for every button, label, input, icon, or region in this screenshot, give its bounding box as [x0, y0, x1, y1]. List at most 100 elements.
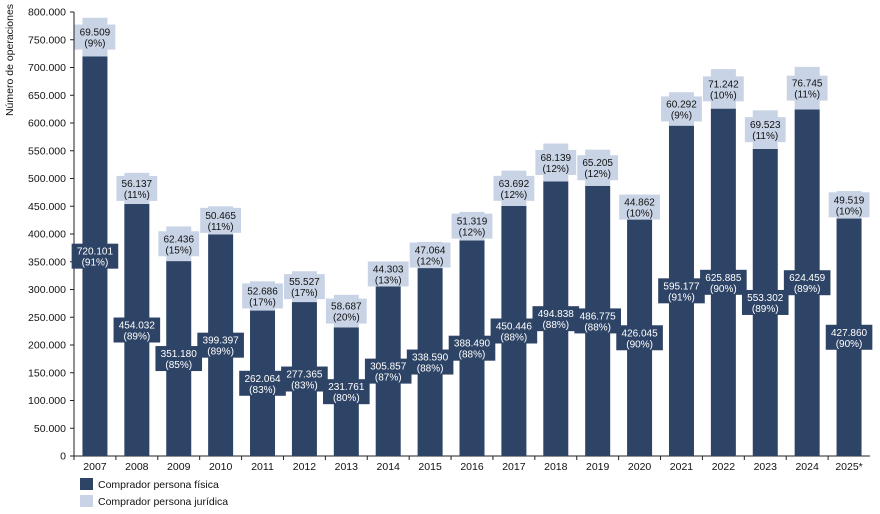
- data-label-fisica-pct: (89%): [123, 332, 150, 343]
- data-label-juridica-pct: (12%): [584, 169, 611, 180]
- data-label-juridica-value: 60.292: [666, 99, 697, 110]
- data-label-juridica-value: 76.745: [792, 79, 823, 90]
- data-label-juridica-bg: [325, 298, 367, 324]
- data-label-juridica: 49.519(10%): [828, 192, 870, 218]
- data-label-juridica-pct: (17%): [249, 297, 276, 308]
- data-label-juridica: 47.064(12%): [409, 242, 451, 268]
- data-label-juridica-pct: (13%): [375, 275, 402, 286]
- y-tick-label: 600.000: [28, 118, 66, 130]
- data-label-juridica-value: 71.242: [708, 79, 739, 90]
- y-tick-label: 150.000: [28, 367, 66, 379]
- data-label-fisica: 262.064(83%): [239, 370, 286, 396]
- x-tick-label: 2008: [125, 461, 149, 473]
- y-tick-label: 0: [60, 451, 66, 463]
- y-tick-label: 250.000: [28, 312, 66, 324]
- data-label-juridica: 69.509(9%): [74, 24, 116, 50]
- data-label-fisica-value: 426.045: [622, 328, 659, 339]
- data-label-juridica-value: 56.137: [122, 179, 153, 190]
- data-label-fisica: 231.761(80%): [323, 379, 370, 405]
- data-label-juridica-bg: [409, 242, 451, 268]
- data-label-fisica-pct: (80%): [333, 393, 360, 404]
- data-label-fisica-value: 720.101: [77, 247, 114, 258]
- data-label-fisica-pct: (90%): [836, 339, 863, 350]
- data-label-juridica-value: 49.519: [834, 195, 865, 206]
- y-tick-label: 300.000: [28, 284, 66, 296]
- data-label-juridica: 76.745(11%): [786, 75, 828, 101]
- data-label-fisica-pct: (83%): [291, 381, 318, 392]
- data-label-juridica-bg: [242, 283, 283, 309]
- data-label-juridica-pct: (15%): [165, 245, 192, 256]
- legend-label-juridica: Comprador persona jurídica: [98, 496, 228, 508]
- data-label-fisica: 338.590(88%): [406, 349, 454, 375]
- data-label-juridica-pct: (12%): [501, 190, 528, 201]
- x-tick-label: 2010: [209, 461, 233, 473]
- data-label-fisica-value: 231.761: [328, 382, 365, 393]
- data-label-fisica-value: 624.459: [789, 273, 826, 284]
- data-label-juridica-bg: [535, 149, 577, 175]
- data-label-juridica-bg: [744, 117, 786, 143]
- data-label-fisica-bg: [490, 318, 538, 344]
- data-label-juridica: 62.436(15%): [158, 231, 200, 257]
- data-label-juridica-pct: (10%): [836, 206, 863, 217]
- data-label-juridica-pct: (10%): [710, 90, 737, 101]
- x-tick-label: 2020: [628, 461, 652, 473]
- x-tick-label: 2007: [83, 461, 107, 473]
- data-label-fisica: 388.490(88%): [448, 335, 496, 361]
- data-label-juridica-pct: (12%): [417, 257, 444, 268]
- data-label-juridica-bg: [116, 175, 158, 201]
- data-label-juridica-value: 63.692: [499, 179, 530, 190]
- x-tick-label: 2014: [377, 461, 401, 473]
- data-label-juridica-value: 69.509: [80, 28, 111, 39]
- data-label-fisica-pct: (91%): [668, 292, 695, 303]
- x-tick-label: 2012: [293, 461, 317, 473]
- y-tick-label: 550.000: [28, 145, 66, 157]
- data-label-fisica: 277.365(83%): [281, 366, 328, 392]
- data-label-juridica: 69.523(11%): [744, 117, 786, 143]
- data-label-fisica-value: 486.775: [580, 311, 617, 322]
- y-tick-label: 200.000: [28, 340, 66, 352]
- data-label-fisica-bg: [364, 358, 412, 384]
- data-label-fisica: 595.177(91%): [658, 278, 705, 304]
- data-label-fisica-pct: (83%): [249, 385, 276, 396]
- data-label-fisica-value: 553.302: [747, 293, 784, 304]
- data-label-juridica-pct: (11%): [794, 90, 820, 101]
- data-label-juridica-bg: [158, 231, 200, 257]
- data-label-juridica: 63.692(12%): [493, 175, 535, 201]
- data-label-fisica-bg: [658, 278, 705, 304]
- data-label-juridica-pct: (9%): [84, 39, 105, 50]
- data-label-juridica-pct: (9%): [671, 110, 692, 121]
- data-label-fisica-bg: [532, 306, 580, 332]
- data-label-fisica-bg: [616, 325, 663, 351]
- data-label-fisica-pct: (89%): [752, 304, 779, 315]
- y-tick-label: 450.000: [28, 201, 66, 213]
- x-tick-label: 2024: [795, 461, 819, 473]
- y-tick-label: 500.000: [28, 173, 66, 185]
- x-tick-label: 2022: [712, 461, 736, 473]
- data-label-juridica: 58.687(20%): [325, 298, 367, 324]
- data-label-juridica: 44.303(13%): [367, 261, 409, 287]
- data-label-fisica-pct: (90%): [710, 284, 737, 295]
- data-label-juridica-bg: [493, 175, 535, 201]
- legend-label-fisica: Comprador persona física: [98, 479, 219, 491]
- data-label-fisica-value: 595.177: [663, 281, 700, 292]
- y-tick-label: 700.000: [28, 62, 66, 74]
- legend-swatch-juridica: [80, 495, 93, 507]
- data-label-fisica-pct: (88%): [417, 364, 444, 375]
- data-label-juridica: 65.205(12%): [577, 155, 619, 181]
- data-label-juridica-bg: [661, 96, 702, 122]
- x-tick-label: 2023: [754, 461, 778, 473]
- data-label-juridica-bg: [367, 261, 409, 287]
- data-label-fisica-value: 277.365: [286, 370, 323, 381]
- data-label-fisica-pct: (89%): [794, 284, 821, 295]
- data-label-juridica-bg: [74, 24, 116, 50]
- data-label-fisica-pct: (89%): [207, 347, 234, 358]
- data-label-fisica: 351.180(85%): [155, 346, 203, 372]
- data-label-fisica: 399.397(89%): [197, 332, 244, 358]
- data-label-fisica-bg: [700, 269, 747, 295]
- data-label-fisica: 305.857(87%): [364, 358, 412, 384]
- y-axis: 0 50.000 100.000 150.000 200.000 250.000 300.0…: [28, 7, 75, 463]
- data-label-juridica: 71.242(10%): [702, 76, 744, 102]
- data-label-fisica-pct: (88%): [459, 350, 486, 361]
- data-label-juridica-value: 68.139: [540, 153, 571, 164]
